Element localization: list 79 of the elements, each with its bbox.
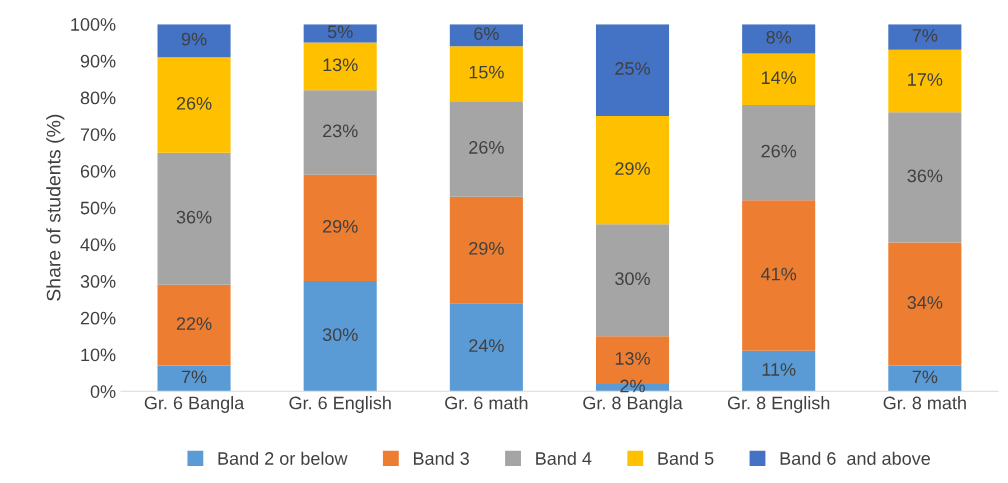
data-label: 26% (469, 141, 504, 154)
bar (157, 24, 231, 58)
data-label: 26% (761, 144, 797, 158)
y-tick-label: 100% (71, 18, 116, 31)
data-label: 8% (766, 30, 792, 44)
x-tick-label: Gr. 6 Bangla (144, 396, 245, 413)
bar (449, 196, 523, 304)
x-tick-label: Gr. 8 Bangla (583, 396, 683, 413)
y-tick-label: 20% (80, 311, 116, 325)
bar (888, 242, 962, 366)
data-label: 7% (181, 370, 207, 384)
bar (157, 365, 231, 392)
bar (742, 53, 816, 105)
x-tick-label: Gr. 6 English (289, 396, 391, 413)
legend-label: Band 2 or below (218, 451, 348, 465)
data-label: 11% (762, 363, 796, 376)
y-tick-label: 10% (81, 348, 116, 362)
data-label: 26% (176, 96, 212, 110)
y-tick-label: 90% (80, 54, 116, 68)
y-tick-label: 40% (80, 238, 116, 252)
bar (742, 24, 816, 54)
data-label: 15% (469, 65, 504, 79)
data-label: 14% (761, 71, 797, 84)
data-label: 7% (912, 29, 938, 42)
bar (303, 42, 377, 91)
bar (888, 112, 962, 243)
data-label: 6% (474, 27, 499, 41)
x-tick-label: Gr. 6 math (445, 396, 528, 410)
data-label: 36% (176, 210, 212, 224)
data-label: 22% (176, 317, 212, 330)
data-label: 41% (761, 267, 797, 281)
bar (303, 90, 377, 175)
data-label: 13% (615, 352, 650, 365)
data-label: 30% (322, 328, 358, 342)
data-label: 13% (323, 58, 358, 72)
data-label: 36% (907, 169, 943, 183)
bar (888, 24, 962, 50)
x-tick-label: Gr. 8 math (883, 396, 966, 410)
y-tick-label: 80% (80, 91, 116, 105)
x-tick-label: Gr. 8 English (727, 396, 830, 413)
data-label: 25% (615, 62, 650, 75)
data-label: 29% (615, 162, 650, 175)
legend-label: Band 6 and above (780, 451, 930, 465)
data-label: 17% (908, 73, 943, 86)
bar (303, 174, 377, 282)
data-label: 29% (469, 241, 504, 255)
bar (742, 200, 816, 351)
y-axis-title: Share of students (%) (46, 114, 65, 301)
y-tick-label: 60% (80, 164, 116, 178)
bar (888, 49, 962, 113)
data-label: 7% (912, 370, 938, 384)
bar (449, 303, 523, 392)
legend-label: Band 4 (536, 451, 592, 465)
y-tick-label: 0% (90, 385, 116, 398)
bar (595, 224, 670, 337)
legend-label: Band 3 (413, 451, 469, 465)
y-tick-label: 70% (80, 128, 116, 141)
data-label: 23% (323, 124, 358, 138)
data-label: 24% (469, 339, 504, 352)
y-tick-label: 50% (80, 201, 116, 215)
bar (157, 152, 231, 285)
data-label: 9% (181, 32, 207, 46)
bar (157, 57, 231, 153)
bar (742, 104, 816, 201)
data-label: 34% (907, 296, 943, 309)
y-tick-label: 30% (80, 275, 116, 288)
data-label: 5% (327, 25, 353, 39)
bar (595, 115, 670, 225)
bar (303, 24, 377, 43)
data-label: 29% (323, 219, 358, 233)
bar (449, 46, 523, 102)
bar (595, 24, 670, 116)
data-label: 30% (615, 272, 650, 286)
bar (449, 101, 523, 197)
bar (303, 281, 377, 392)
legend-label: Band 5 (658, 451, 714, 465)
bar (742, 350, 816, 392)
bar (157, 284, 231, 366)
bar (888, 365, 962, 392)
